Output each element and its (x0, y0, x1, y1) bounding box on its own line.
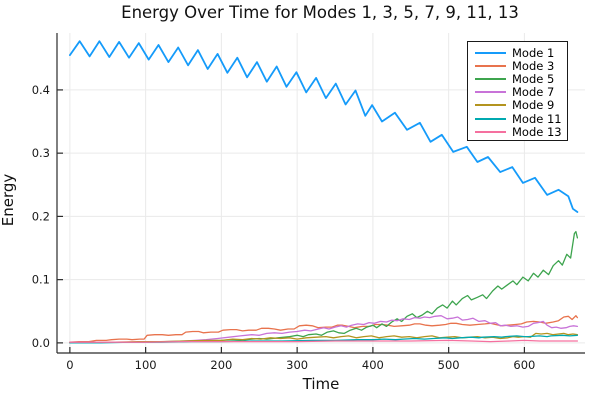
legend-line-swatch (475, 77, 506, 80)
legend-item: Mode 11 (468, 111, 567, 126)
y-tick-label: 0.4 (32, 83, 50, 97)
legend-label: Mode 5 (512, 71, 555, 86)
legend-item: Mode 13 (468, 124, 567, 139)
x-tick-label: 200 (210, 358, 232, 372)
x-tick-label: 100 (135, 358, 157, 372)
legend: Mode 1 Mode 3 Mode 5 Mode 7 Mode 9 Mode 11 Mod… (467, 41, 568, 141)
x-tick-label: 400 (362, 358, 384, 372)
y-tick-label: 0.0 (32, 336, 50, 350)
x-axis-label: Time (302, 375, 340, 393)
legend-line-swatch (475, 104, 506, 107)
legend-item: Mode 9 (468, 98, 567, 113)
legend-line-swatch (475, 91, 506, 94)
y-tick-label: 0.1 (32, 273, 50, 287)
legend-item: Mode 5 (468, 71, 567, 86)
legend-label: Mode 9 (512, 98, 555, 113)
legend-label: Mode 11 (512, 111, 562, 126)
legend-item: Mode 1 (468, 45, 567, 60)
x-tick-label: 500 (438, 358, 460, 372)
x-tick-label: 600 (513, 358, 535, 372)
series-line-mode-13 (69, 339, 579, 343)
y-tick-label: 0.2 (32, 209, 50, 223)
legend-label: Mode 1 (512, 45, 555, 60)
legend-label: Mode 13 (512, 124, 562, 139)
legend-line-swatch (475, 64, 506, 67)
y-tick-label: 0.3 (32, 146, 50, 160)
chart-title: Energy Over Time for Modes 1, 3, 5, 7, 9… (121, 3, 519, 22)
series-line-mode-1 (69, 40, 579, 213)
legend-item: Mode 7 (468, 85, 567, 100)
x-tick-label: 300 (286, 358, 308, 372)
legend-label: Mode 7 (512, 85, 555, 100)
legend-line-swatch (475, 117, 506, 120)
legend-item: Mode 3 (468, 58, 567, 73)
series-line-mode-7 (69, 315, 579, 344)
x-tick-label: 0 (66, 358, 73, 372)
legend-label: Mode 3 (512, 58, 555, 73)
legend-line-swatch (475, 51, 506, 54)
legend-line-swatch (475, 130, 506, 133)
